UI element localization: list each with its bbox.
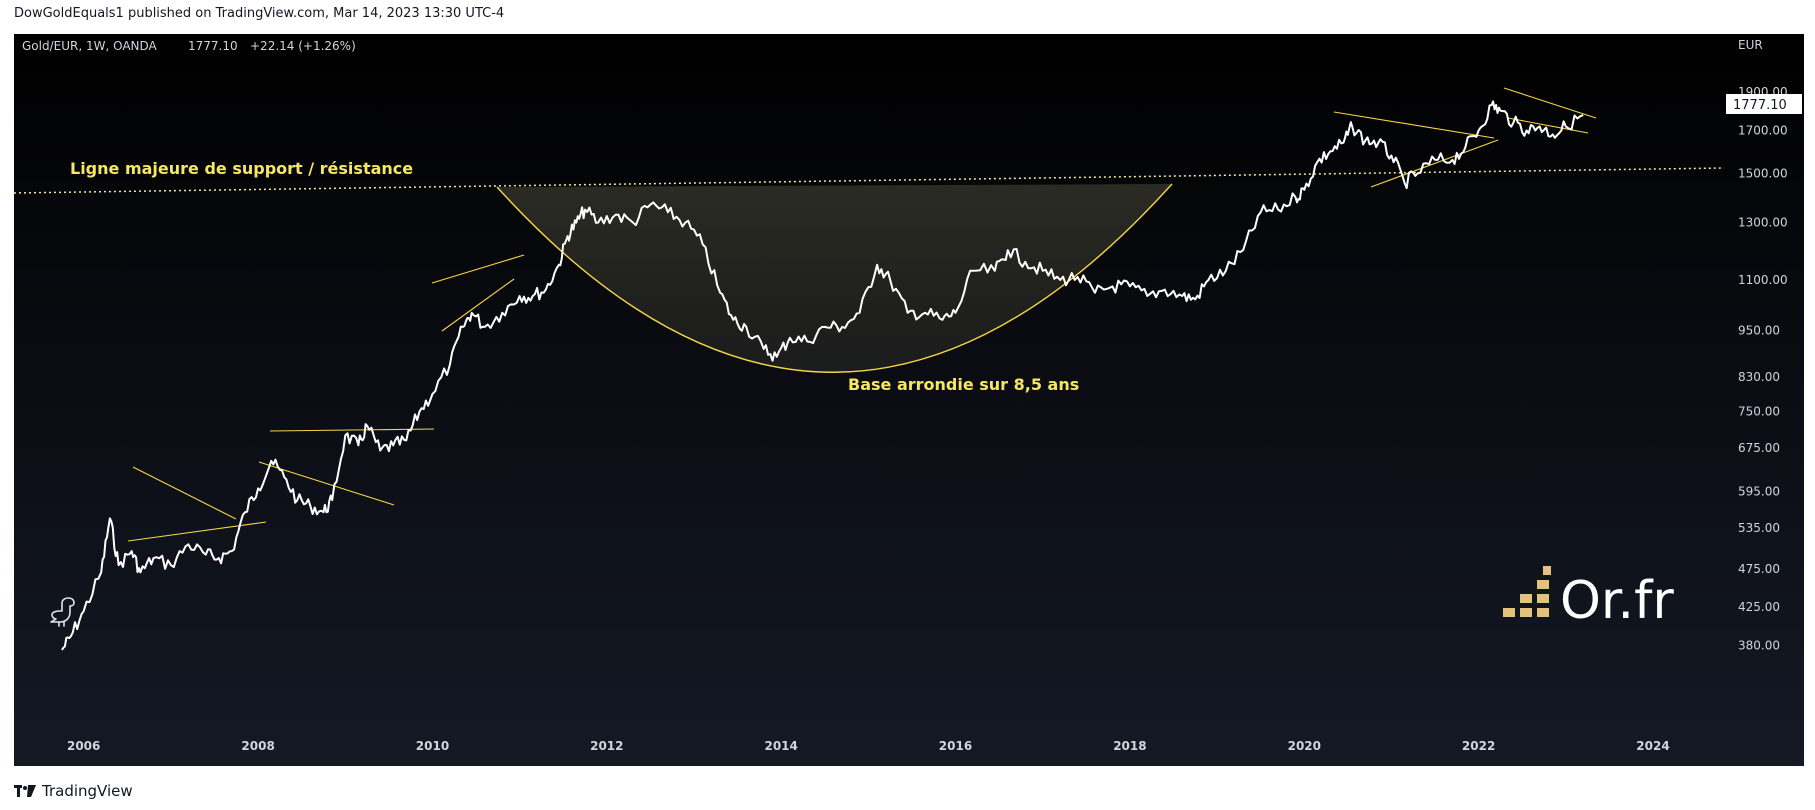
annotation-base: Base arrondie sur 8,5 ans <box>848 375 1079 394</box>
x-tick-label: 2016 <box>939 739 972 753</box>
y-tick-label: 675.00 <box>1738 441 1780 455</box>
y-tick-label: 1500.00 <box>1738 166 1788 180</box>
pattern-line <box>269 428 435 432</box>
rounded-base-arc <box>496 183 1173 373</box>
pattern-line <box>1370 139 1499 188</box>
pattern-line <box>127 521 267 542</box>
y-axis: 380.00 425.00 475.00 535.00 595.00 675.00 750.… <box>1738 85 1788 652</box>
pattern-line <box>1507 117 1589 134</box>
x-tick-label: 2024 <box>1636 739 1669 753</box>
chart-svg[interactable]: 380.00 425.00 475.00 535.00 595.00 675.00 750.… <box>13 34 1804 766</box>
x-axis: 2006 2008 2010 2012 2014 2016 2018 2020 2022 2024 <box>67 739 1670 753</box>
x-tick-label: 2022 <box>1462 739 1495 753</box>
tradingview-logo-icon <box>14 785 36 797</box>
y-tick-label: 475.00 <box>1738 562 1780 576</box>
chart-frame[interactable]: 380.00 425.00 475.00 535.00 595.00 675.00 750.… <box>13 34 1804 766</box>
last-price-label: 1777.10 <box>1733 98 1787 113</box>
pattern-line <box>441 278 515 332</box>
support-resistance-line <box>13 167 1725 194</box>
gold-bars-icon <box>1503 566 1551 617</box>
pattern-line <box>258 461 395 506</box>
y-tick-label: 750.00 <box>1738 405 1780 419</box>
tradingview-brand: TradingView <box>42 782 133 800</box>
price-line[interactable] <box>61 100 1584 651</box>
or-fr-logo: Or.fr <box>1503 566 1674 631</box>
pattern-line <box>431 254 525 284</box>
y-tick-label: 595.00 <box>1738 484 1780 498</box>
y-tick-label: 950.00 <box>1738 324 1780 338</box>
last-price-tag <box>1726 94 1802 114</box>
y-tick-label: 1300.00 <box>1738 216 1788 230</box>
annotation-support: Ligne majeure de support / résistance <box>70 159 413 178</box>
y-tick-label: 1100.00 <box>1738 273 1788 287</box>
logo-text: Or.fr <box>1560 571 1674 631</box>
x-tick-label: 2006 <box>67 739 100 753</box>
currency-label: EUR <box>1738 38 1763 52</box>
x-tick-label: 2014 <box>764 739 797 753</box>
y-tick-label: 830.00 <box>1738 370 1780 384</box>
y-tick-label: 425.00 <box>1738 600 1780 614</box>
y-tick-label: 380.00 <box>1738 639 1780 653</box>
x-tick-label: 2020 <box>1288 739 1321 753</box>
y-tick-label: 535.00 <box>1738 521 1780 535</box>
x-tick-label: 2018 <box>1113 739 1146 753</box>
y-tick-label: 1700.00 <box>1738 123 1788 137</box>
x-tick-label: 2012 <box>590 739 623 753</box>
x-tick-label: 2010 <box>416 739 449 753</box>
pattern-line <box>1503 87 1597 119</box>
legend-change: +22.14 (+1.26%) <box>250 39 356 53</box>
legend-symbol: Gold/EUR, 1W, OANDA <box>22 39 158 53</box>
publisher-line: DowGoldEquals1 published on TradingView.… <box>14 6 505 21</box>
pattern-line <box>132 466 237 520</box>
rounded-base-fill <box>497 184 1172 373</box>
pattern-lines <box>127 87 1597 542</box>
dinosaur-icon <box>50 597 75 627</box>
x-tick-label: 2008 <box>241 739 274 753</box>
pattern-line <box>1333 111 1495 139</box>
legend-price: 1777.10 <box>188 39 238 53</box>
footer: TradingView <box>14 780 133 802</box>
